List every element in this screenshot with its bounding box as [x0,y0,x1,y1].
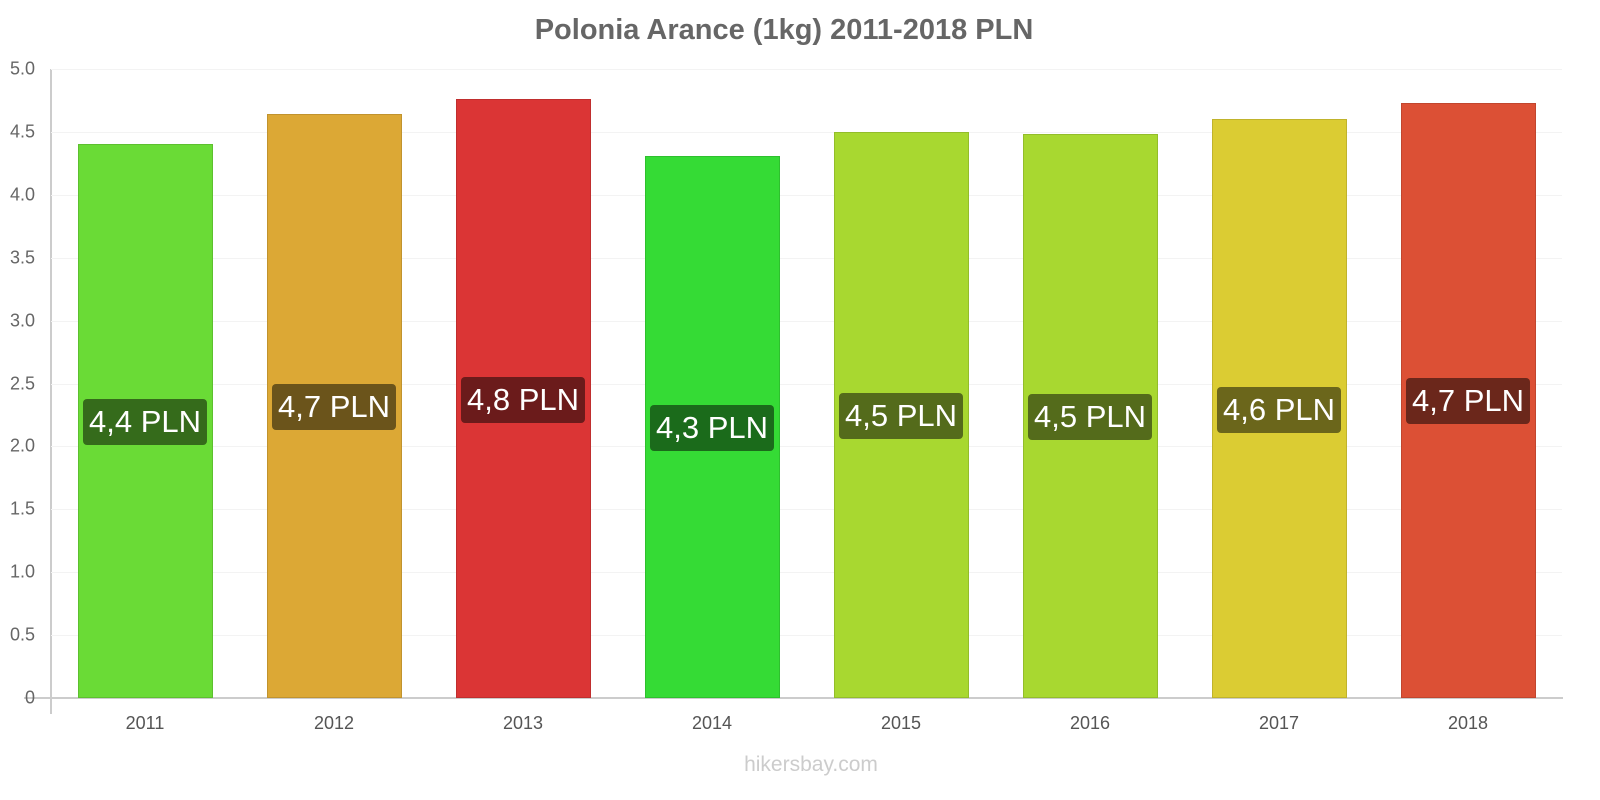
gridline [51,384,1562,385]
bar-2017[interactable]: 4,6 PLN [1211,119,1347,698]
y-tick-label: 4.5 [9,121,35,142]
y-tick-label: 4.0 [9,184,35,205]
bar-value-label: 4,6 PLN [1216,386,1342,433]
x-tick-label: 2012 [313,713,355,733]
x-tick-label: 2014 [691,713,733,733]
x-tick-label: 2011 [125,713,165,733]
y-tick-label: 3.5 [9,247,35,268]
x-tick-label: 2017 [1258,713,1300,733]
x-tick-label: 2016 [1069,713,1111,733]
y-tick-label: 0.5 [9,624,35,645]
gridline [51,258,1562,259]
y-axis-line [50,69,52,714]
y-tick-label: 1.0 [9,561,35,582]
bar-value-label: 4,4 PLN [82,399,208,446]
x-tick-label: 2015 [880,713,922,733]
bar-value-label: 4,5 PLN [838,392,964,439]
x-axis-line [24,697,1563,699]
gridline [51,132,1562,133]
gridline [51,572,1562,573]
gridline [51,635,1562,636]
bar-2018[interactable]: 4,7 PLN [1400,102,1536,698]
bar-2015[interactable]: 4,5 PLN [833,131,969,698]
bar-2014[interactable]: 4,3 PLN [644,155,780,698]
watermark: hikersbay.com [744,753,878,776]
bar-value-label: 4,5 PLN [1027,394,1153,441]
y-tick-label: 2.0 [9,435,35,456]
bar-2011[interactable]: 4,4 PLN [77,144,213,698]
y-tick-label: 5.0 [9,58,35,79]
y-tick-label: 1.5 [9,498,35,519]
bar-2012[interactable]: 4,7 PLN [266,114,402,698]
gridline [51,195,1562,196]
y-tick-label: 0 [24,687,35,708]
bar-value-label: 4,8 PLN [460,376,586,423]
bar-value-label: 4,7 PLN [1405,378,1531,425]
x-tick-label: 2013 [502,713,544,733]
bar-2013[interactable]: 4,8 PLN [455,99,591,698]
gridline [51,321,1562,322]
y-tick-label: 3.0 [9,310,35,331]
gridline [51,509,1562,510]
y-tick-label: 2.5 [9,373,35,393]
gridline [51,446,1562,447]
bar-2016[interactable]: 4,5 PLN [1022,134,1158,698]
bar-value-label: 4,3 PLN [649,404,775,451]
x-tick-label: 2018 [1447,713,1489,733]
chart-title: Polonia Arance (1kg) 2011-2018 PLN [534,14,1034,46]
gridline [51,69,1562,70]
bar-value-label: 4,7 PLN [271,384,397,431]
